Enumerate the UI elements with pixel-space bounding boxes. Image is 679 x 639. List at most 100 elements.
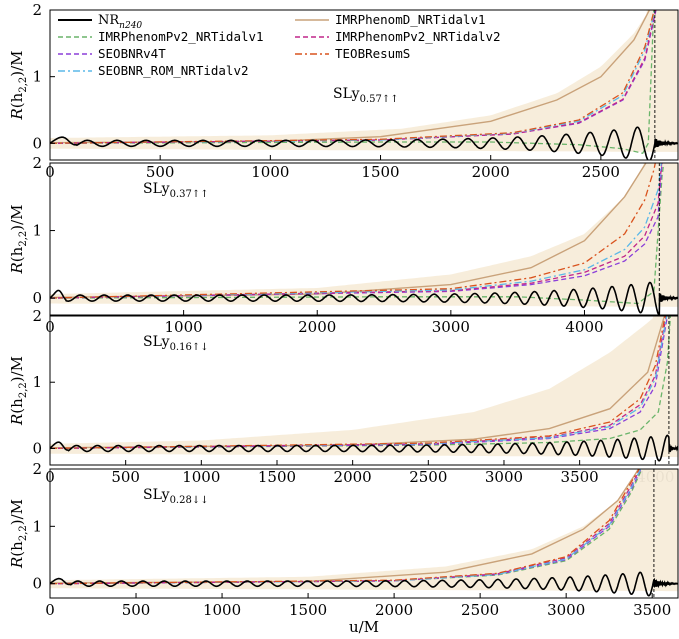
y-axis-label-sub: 2,2 bbox=[18, 77, 29, 93]
series-seobnrrom-line bbox=[50, 10, 656, 144]
y-axis-label-sub: 2,2 bbox=[18, 382, 29, 398]
x-tick-label: 2000 bbox=[472, 163, 510, 181]
legend-label-sub: n240 bbox=[119, 21, 142, 31]
x-tick-label: 1500 bbox=[289, 601, 327, 619]
axes-frame bbox=[49, 9, 679, 161]
plot-area bbox=[50, 10, 678, 160]
y-tick-label: 1 bbox=[32, 68, 42, 86]
y-axis-label: R(h2,2)/M bbox=[8, 205, 29, 275]
x-tick-label: 3000 bbox=[432, 318, 470, 336]
y-tick-label: 1 bbox=[32, 222, 42, 240]
x-tick-label: 500 bbox=[146, 163, 175, 181]
x-axis-label: u/M bbox=[349, 618, 379, 636]
x-tick-label: 1000 bbox=[251, 163, 289, 181]
legend-item-nr: NRn240 bbox=[58, 13, 142, 31]
y-axis-label: R(h2,2)/M bbox=[8, 356, 29, 426]
y-axis-label-open: (h bbox=[8, 398, 26, 414]
y-axis-label-r: R bbox=[8, 108, 26, 120]
axes-frame bbox=[49, 468, 679, 599]
legend-label-main: IMRPhenomD_NRTidalv1 bbox=[335, 12, 486, 27]
x-tick-label: 500 bbox=[122, 601, 151, 619]
y-axis-label-open: (h bbox=[8, 246, 26, 262]
panel-label: SLy0.28↓↓ bbox=[143, 487, 209, 506]
x-tick-label: 2000 bbox=[334, 468, 372, 486]
x-tick-label: 4000 bbox=[565, 318, 603, 336]
panel-label-sub: 0.37↑↑ bbox=[170, 189, 209, 200]
series-teob-line bbox=[50, 10, 655, 144]
y-axis-label-close: )/M bbox=[8, 51, 26, 77]
panel-label-sub: 0.28↓↓ bbox=[170, 495, 209, 506]
y-tick-label: 2 bbox=[32, 1, 42, 19]
series-pv2v1-line bbox=[50, 316, 672, 450]
series-pv2v1-line bbox=[50, 10, 655, 155]
y-axis-label: R(h2,2)/M bbox=[8, 499, 29, 569]
legend-label-nr: NRn240 bbox=[98, 13, 142, 31]
legend-label-teob: TEOBResumS bbox=[335, 46, 410, 61]
y-axis-label-sub: 2,2 bbox=[18, 231, 29, 247]
x-tick-label: 1500 bbox=[361, 163, 399, 181]
y-axis-label-close: )/M bbox=[8, 205, 26, 231]
x-tick-label: 1500 bbox=[258, 468, 296, 486]
series-nr-line bbox=[50, 571, 678, 597]
plot-area bbox=[50, 469, 678, 598]
legend-label-main: TEOBResumS bbox=[335, 46, 410, 61]
legend-label-pv2v2: IMRPhenomPv2_NRTidalv2 bbox=[335, 29, 501, 44]
series-teob-line bbox=[50, 316, 666, 450]
x-tick-label: 2500 bbox=[409, 468, 447, 486]
y-tick-label: 2 bbox=[32, 307, 42, 325]
y-axis-label-close: )/M bbox=[8, 356, 26, 382]
series-seobnrrom-line bbox=[50, 163, 662, 299]
y-axis-label-open: (h bbox=[8, 92, 26, 108]
x-tick-label: 3500 bbox=[633, 601, 671, 619]
series-nr-line bbox=[50, 281, 678, 315]
x-tick-label: 2500 bbox=[461, 601, 499, 619]
series-pv2v2-line bbox=[50, 469, 641, 585]
y-axis-label-r: R bbox=[8, 414, 26, 426]
legend-label-main: NR bbox=[98, 13, 120, 28]
y-axis-label-close: )/M bbox=[8, 499, 26, 525]
y-tick-label: 0 bbox=[32, 439, 42, 457]
plot-area bbox=[50, 163, 678, 315]
x-tick-label: 1000 bbox=[203, 601, 241, 619]
legend-item-pv2v2: IMRPhenomPv2_NRTidalv2 bbox=[295, 29, 501, 44]
legend-label-main: IMRPhenomPv2_NRTidalv2 bbox=[335, 29, 501, 44]
plot-area bbox=[50, 316, 678, 465]
legend-label-main: IMRPhenomPv2_NRTidalv1 bbox=[98, 29, 264, 44]
series-seobnrv4t-line bbox=[50, 163, 663, 299]
panel-label: SLy0.57↑↑ bbox=[333, 86, 399, 105]
legend-item-pv2v1: IMRPhenomPv2_NRTidalv1 bbox=[58, 29, 264, 44]
legend-item-seobnrrom: SEOBNR_ROM_NRTidalv2 bbox=[58, 63, 249, 78]
axes-frame bbox=[49, 162, 679, 316]
panel-3: 01205001000150020002500300035004000R(h2,… bbox=[8, 307, 679, 486]
legend-label-pv2v1: IMRPhenomPv2_NRTidalv1 bbox=[98, 29, 264, 44]
panel-label-main: SLy bbox=[143, 487, 170, 503]
legend-label-phenomd: IMRPhenomD_NRTidalv1 bbox=[335, 12, 486, 27]
y-tick-label: 0 bbox=[32, 289, 42, 307]
series-seobnrrom-line bbox=[50, 316, 668, 450]
x-tick-label: 2000 bbox=[375, 601, 413, 619]
y-axis-label: R(h2,2)/M bbox=[8, 51, 29, 121]
y-tick-label: 1 bbox=[32, 517, 42, 535]
panel-label-main: SLy bbox=[143, 181, 170, 197]
y-axis-label-open: (h bbox=[8, 541, 26, 557]
y-axis-label-r: R bbox=[8, 557, 26, 569]
uncertainty-band bbox=[50, 469, 678, 592]
x-tick-label: 3000 bbox=[485, 468, 523, 486]
series-nr-line bbox=[50, 434, 678, 462]
legend-item-phenomd: IMRPhenomD_NRTidalv1 bbox=[295, 12, 486, 27]
uncertainty-band bbox=[50, 316, 678, 458]
x-tick-label: 1000 bbox=[182, 468, 220, 486]
legend-label-main: SEOBNR_ROM_NRTidalv2 bbox=[98, 63, 249, 78]
y-axis-label-r: R bbox=[8, 262, 26, 274]
axes-frame bbox=[49, 315, 679, 466]
panel-label-main: SLy bbox=[333, 86, 360, 102]
series-seobnrv4t-line bbox=[50, 316, 669, 450]
x-tick-label: 3500 bbox=[561, 468, 599, 486]
panel-label: SLy0.37↑↑ bbox=[143, 181, 209, 200]
y-tick-label: 2 bbox=[32, 154, 42, 172]
panel-label-sub: 0.57↑↑ bbox=[360, 94, 399, 105]
